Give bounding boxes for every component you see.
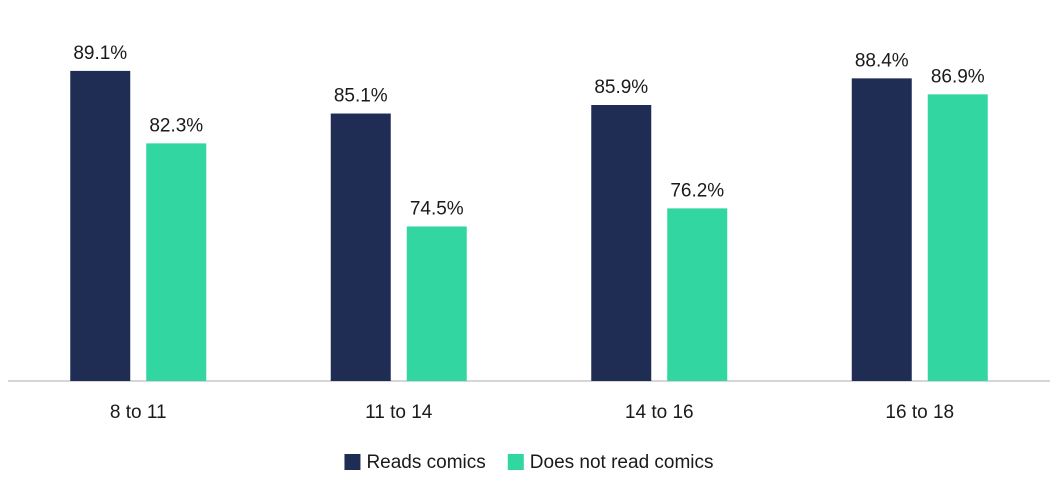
bar-reads-3 xyxy=(851,78,912,382)
value-label-does-not-read-2: 76.2% xyxy=(670,180,724,201)
bar-does-not-read-3 xyxy=(927,94,988,382)
legend-swatch-does-not-read xyxy=(507,454,524,470)
x-tick-label-0: 8 to 11 xyxy=(110,402,167,423)
bar-does-not-read-0 xyxy=(146,143,207,381)
bar-reads-1 xyxy=(330,113,391,381)
legend-label-does-not-read: Does not read comics xyxy=(530,452,714,473)
value-label-reads-0: 89.1% xyxy=(73,43,127,64)
value-label-does-not-read-3: 86.9% xyxy=(931,66,985,87)
value-label-does-not-read-1: 74.5% xyxy=(410,198,464,219)
value-label-reads-2: 85.9% xyxy=(594,77,648,98)
bar-reads-0 xyxy=(70,70,131,381)
legend-swatch-reads xyxy=(344,454,361,470)
x-tick-label-2: 14 to 16 xyxy=(625,402,694,423)
x-tick-label-3: 16 to 18 xyxy=(885,402,954,423)
value-label-reads-1: 85.1% xyxy=(334,86,388,107)
value-labels-layer: 89.1% 82.3% 85.1% 74.5% 85.9% 76.2% 88.4% 86.9% xyxy=(73,43,984,220)
bar-does-not-read-2 xyxy=(667,208,728,381)
value-label-does-not-read-0: 82.3% xyxy=(149,115,203,136)
value-label-reads-3: 88.4% xyxy=(855,50,909,71)
x-tick-label-1: 11 to 14 xyxy=(365,402,433,423)
bar-does-not-read-1 xyxy=(406,226,467,381)
x-tick-labels: 8 to 11 11 to 14 14 to 16 16 to 18 xyxy=(110,402,954,423)
bars-layer xyxy=(70,70,988,382)
bar-reads-2 xyxy=(591,105,652,382)
legend-label-reads: Reads comics xyxy=(366,452,485,473)
legend: Reads comics Does not read comics xyxy=(344,452,714,473)
